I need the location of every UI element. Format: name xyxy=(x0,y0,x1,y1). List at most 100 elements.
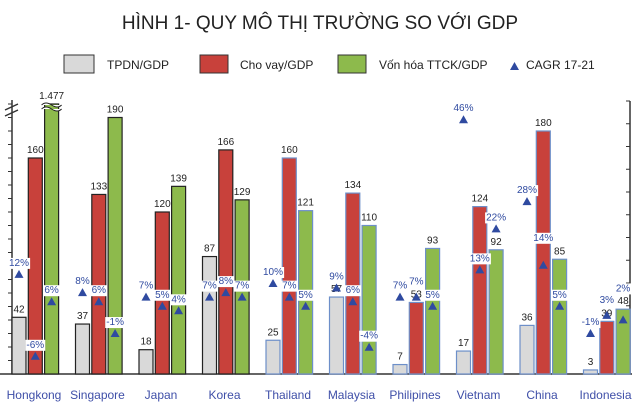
axis-break-mark xyxy=(4,103,19,117)
cagr-label: 8% xyxy=(75,276,90,287)
cagr-triangle xyxy=(395,292,405,301)
cagr-label-bg xyxy=(201,280,218,292)
cagr-triangle xyxy=(110,329,120,338)
cagr-triangle xyxy=(364,342,374,351)
cagr-label-bg xyxy=(485,212,508,224)
category-label: Philipines xyxy=(389,388,440,402)
data-label: 121 xyxy=(297,198,314,209)
data-label: 3 xyxy=(588,357,594,368)
cagr-label-bg xyxy=(424,289,441,301)
cagr-label: 7% xyxy=(235,281,250,292)
cagr-label-bg xyxy=(43,285,60,297)
category-label: Japan xyxy=(145,388,178,402)
bar-cho-vay-gdp xyxy=(218,149,234,375)
cagr-label: 5% xyxy=(155,290,170,301)
cagr-label: 5% xyxy=(425,290,440,301)
cagr-triangle xyxy=(459,115,468,124)
cagr-label-bg xyxy=(468,253,491,265)
legend-label-tpdn: TPDN/GDP xyxy=(107,58,169,72)
cagr-label-bg xyxy=(261,267,285,278)
cagr-label-bg xyxy=(154,289,171,301)
cagr-label-bg xyxy=(217,276,235,288)
cagr-label: 5% xyxy=(298,290,313,301)
cagr-label: -1% xyxy=(106,317,124,328)
cagr-label: 7% xyxy=(282,281,297,292)
cagr-triangle xyxy=(284,292,294,301)
category-label: Indonesia xyxy=(579,388,631,402)
cagr-label: 7% xyxy=(139,281,154,292)
cagr-label: 7% xyxy=(409,277,424,288)
cagr-label-bg xyxy=(7,257,31,269)
cagr-triangle xyxy=(555,301,565,310)
bar-cho-vay-gdp xyxy=(281,157,297,375)
data-label: 124 xyxy=(471,194,488,205)
cagr-triangle xyxy=(94,297,104,306)
bar-tpdn-gdp xyxy=(74,323,91,375)
cagr-label-bg xyxy=(137,280,155,292)
cagr-triangle xyxy=(602,310,612,319)
cagr-triangle xyxy=(491,224,501,233)
bar-v-n-h-a-ttck-gdp xyxy=(425,247,441,375)
cagr-label: 6% xyxy=(44,285,59,296)
cagr-triangle xyxy=(14,269,24,278)
cagr-label-bg xyxy=(359,330,380,342)
legend: TPDN/GDP Cho vay/GDP Vốn hóa TTCK/GDP CA… xyxy=(63,54,595,74)
cagr-triangle xyxy=(475,265,485,274)
legend-label-cho-vay: Cho vay/GDP xyxy=(240,58,313,72)
cagr-label: 14% xyxy=(533,233,553,244)
cagr-label: 10% xyxy=(263,267,283,278)
cagr-triangle xyxy=(348,297,358,306)
cagr-label-bg xyxy=(551,289,568,301)
cagr-label: 4% xyxy=(171,294,186,305)
data-label: 48 xyxy=(618,296,630,307)
bar-tpdn-gdp xyxy=(582,369,599,375)
bar-tpdn-gdp xyxy=(11,316,27,375)
data-label: 1.477 xyxy=(39,91,64,102)
data-label: 160 xyxy=(27,145,44,156)
cagr-label: 12% xyxy=(9,258,29,269)
category-label: Singapore xyxy=(70,388,125,402)
bar-v-n-h-a-ttck-gdp xyxy=(43,103,60,375)
cagr-label: -4% xyxy=(360,331,378,342)
cagr-label-bg xyxy=(90,285,108,297)
legend-label-von-hoa: Vốn hóa TTCK/GDP xyxy=(379,58,488,72)
category-label: Thailand xyxy=(265,388,311,402)
cagr-label-bg xyxy=(344,285,362,297)
cagr-triangle xyxy=(205,292,214,301)
data-label: 120 xyxy=(154,199,171,210)
data-label: 37 xyxy=(77,311,89,322)
bars: 421601.477371331901812013987166129251601… xyxy=(11,91,631,375)
data-label: 133 xyxy=(90,181,107,192)
cagr-label: -6% xyxy=(26,340,44,351)
cagr-triangle xyxy=(174,306,184,315)
cagr-label-bg xyxy=(580,317,601,329)
cagr-triangle xyxy=(157,301,167,310)
cagr-triangle xyxy=(47,297,57,306)
category-labels: Hongkong Singapore Japan Korea Thailand Malay… xyxy=(7,388,632,402)
legend-swatch-tpdn xyxy=(63,54,95,74)
cagr-label-bg xyxy=(452,103,475,115)
bar-cho-vay-gdp xyxy=(599,320,615,375)
data-label: 160 xyxy=(281,145,298,156)
cagr-triangle xyxy=(78,288,87,297)
category-label: Hongkong xyxy=(7,388,62,402)
data-label: 85 xyxy=(554,246,566,257)
data-label: 139 xyxy=(170,173,187,184)
data-label: 7 xyxy=(397,352,403,363)
cagr-triangle xyxy=(618,315,628,324)
cagr-triangle xyxy=(141,292,151,301)
cagr-label-bg xyxy=(515,185,539,197)
category-label: China xyxy=(526,388,558,402)
bar-tpdn-gdp xyxy=(201,255,218,375)
cagr-label: 6% xyxy=(92,285,107,296)
cagr-triangle xyxy=(30,351,40,360)
bar-v-n-h-a-ttck-gdp xyxy=(107,116,123,375)
bar-tpdn-gdp xyxy=(328,296,345,375)
data-label: 190 xyxy=(107,105,124,116)
data-label: 18 xyxy=(140,337,152,348)
cagr-label-bg xyxy=(281,280,298,292)
cagr-triangle xyxy=(586,329,595,338)
bar-tpdn-gdp xyxy=(455,350,472,375)
data-label: 110 xyxy=(361,213,377,224)
